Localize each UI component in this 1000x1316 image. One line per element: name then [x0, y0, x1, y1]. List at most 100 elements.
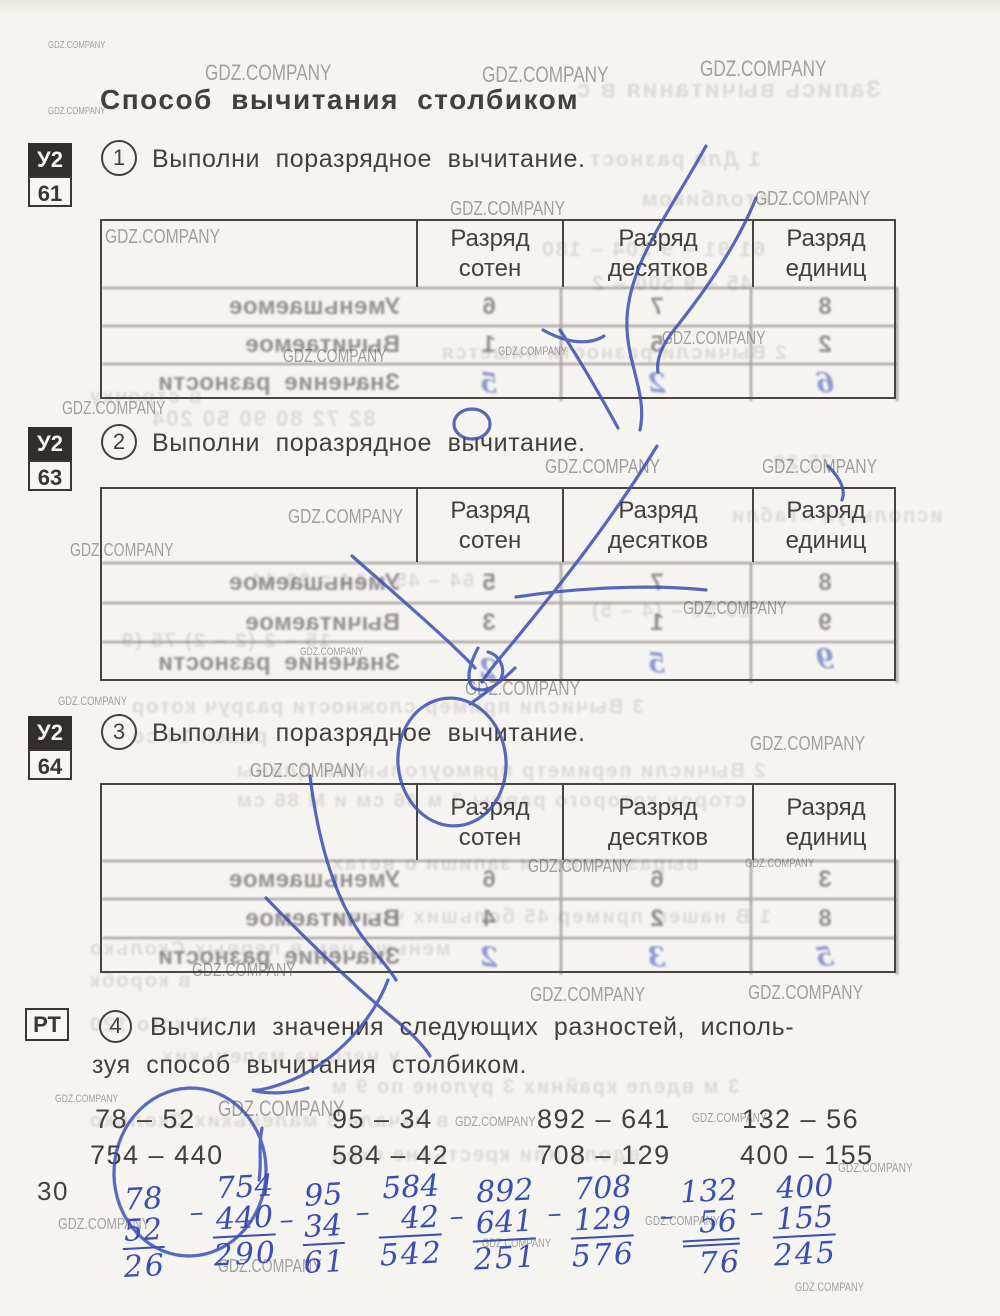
col-header-hundreds: Разряд сотен — [416, 221, 562, 287]
watermark: GDZ.COMPANY — [218, 1256, 322, 1276]
row-label-difference: Значение разности — [102, 363, 416, 401]
margin-badge-u2-61: У2 61 — [28, 143, 72, 207]
watermark: GDZ.COMPANY — [450, 198, 565, 220]
row-label-minuend: Уменьшаемое — [102, 562, 416, 602]
col-header-tens: Разряд десятков — [562, 489, 752, 562]
watermark: GDZ.COMPANY — [70, 540, 174, 560]
watermark: GDZ.COMPANY — [48, 40, 106, 51]
minus-sign: – — [354, 1195, 371, 1229]
minus-sign: – — [188, 1195, 205, 1229]
minuend-tens: 7 — [562, 287, 752, 325]
row-label-minuend: Уменьшаемое — [102, 860, 416, 898]
stray-printed-30: 30 — [37, 1176, 69, 1206]
row-label-subtrahend: Вычитаемое — [102, 898, 416, 937]
col-header-tens: Разряд десятков — [562, 221, 752, 287]
minus-sign: – — [546, 1196, 563, 1230]
minus-sign: – — [748, 1195, 765, 1229]
badge-tag: У2 — [28, 427, 72, 460]
badge-tag: РТ — [25, 1008, 69, 1041]
exercise-3-number: 3 — [101, 714, 137, 750]
watermark: GDZ.COMPANY — [795, 1280, 864, 1294]
table-corner-cell — [102, 489, 416, 562]
problem-132-56: 132 – 56 — [742, 1104, 860, 1134]
subtrahend-hundreds: 3 — [416, 602, 562, 641]
problem-892-641: 892 – 641 — [537, 1104, 671, 1134]
badge-number: 61 — [28, 176, 72, 207]
watermark: GDZ.COMPANY — [762, 456, 877, 478]
exercise-2-text: Выполни поразрядное вычитание. — [152, 429, 586, 457]
subtrahend-hundreds: 1 — [416, 325, 562, 363]
watermark: GDZ.COMPANY — [218, 1096, 345, 1121]
watermark: GDZ.COMPANY — [748, 982, 863, 1004]
watermark: GDZ.COMPANY — [105, 226, 220, 248]
subtrahend-tens: 1 — [562, 602, 752, 641]
difference-tens: 2 — [562, 363, 752, 401]
subtrahend-hundreds: 4 — [416, 898, 562, 937]
minuend-hundreds: 6 — [416, 860, 562, 898]
badge-tag: У2 — [28, 716, 72, 749]
difference-hundreds: 2 — [416, 937, 562, 975]
watermark: GDZ.COMPANY — [250, 760, 365, 782]
watermark: GDZ.COMPANY — [530, 984, 645, 1006]
minus-sign: – — [448, 1199, 465, 1233]
working-754-440: – 754 440 290 — [188, 1168, 278, 1274]
row-label-difference: Значение разности — [102, 641, 416, 683]
place-value-table-1: Разряд сотен Разряд десятков Разряд единиц … — [100, 219, 898, 401]
watermark: GDZ.COMPANY — [700, 56, 827, 81]
working-892-641: – 892 641 251 — [448, 1172, 538, 1278]
watermark: GDZ.COMPANY — [288, 506, 403, 528]
difference-tens: 5 — [562, 641, 752, 683]
badge-tag: У2 — [28, 143, 72, 176]
place-value-table-2: Разряд сотен Разряд десятков Разряд единиц … — [100, 487, 898, 686]
problem-754-440: 754 – 440 — [90, 1140, 224, 1170]
col-header-units: Разряд единиц — [752, 489, 898, 562]
difference-units: 9 — [752, 641, 898, 683]
problem-708-129: 708 – 129 — [537, 1140, 671, 1170]
difference-tens: 3 — [562, 937, 752, 975]
difference-hundreds: 5 — [416, 363, 562, 401]
row-label-minuend: Уменьшаемое — [102, 287, 416, 325]
col-header-hundreds: Разряд сотен — [416, 489, 562, 562]
working-95-34: – 95 34 61 — [278, 1176, 347, 1282]
watermark: GDZ.COMPANY — [58, 694, 127, 708]
row-label-subtrahend: Вычитаемое — [102, 602, 416, 641]
minuend-units: 3 — [752, 860, 898, 898]
watermark: GDZ.COMPANY — [205, 60, 332, 85]
watermark: GDZ.COMPANY — [48, 106, 106, 117]
watermark: GDZ.COMPANY — [300, 646, 364, 658]
working-78-52: 78 52 26 — [121, 1180, 167, 1286]
subtrahend-tens: 5 — [562, 325, 752, 363]
exercise-2-number: 2 — [101, 424, 137, 460]
working-132-56: – 132 56 76 — [658, 1172, 743, 1282]
table-corner-cell — [102, 221, 416, 287]
exercise-4-text-line1: Вычисли значения следующих разностей, ис… — [150, 1013, 795, 1041]
minus-sign: – — [278, 1202, 295, 1237]
difference-hundreds: 2 — [416, 641, 562, 686]
minuend-tens: 7 — [562, 562, 752, 602]
row-label-subtrahend: Вычитаемое — [102, 325, 416, 363]
watermark: GDZ.COMPANY — [838, 1160, 913, 1175]
bleedthrough-text: 1 Для разност — [588, 148, 761, 171]
watermark: GDZ.COMPANY — [545, 456, 660, 478]
watermark: GDZ.COMPANY — [645, 1213, 720, 1228]
bleedthrough-text: столбиком — [640, 188, 770, 211]
watermark: GDZ.COMPANY — [528, 856, 632, 876]
watermark: GDZ.COMPANY — [283, 346, 387, 366]
col-header-hundreds: Разряд сотен — [416, 785, 562, 860]
working-400-155: – 400 155 245 — [748, 1168, 838, 1274]
col-header-units: Разряд единиц — [752, 221, 898, 287]
watermark: GDZ.COMPANY — [55, 1093, 119, 1105]
minuend-units: 8 — [752, 287, 898, 325]
watermark: GDZ.COMPANY — [498, 344, 567, 358]
subtrahend-tens: 2 — [562, 898, 752, 937]
working-584-42: – 584 42 542 — [354, 1168, 444, 1274]
problem-78-52: 78 – 52 — [95, 1104, 196, 1134]
row-label-difference: Значение разности — [102, 937, 416, 975]
minuend-units: 8 — [752, 562, 898, 602]
margin-badge-u2-64: У2 64 — [28, 716, 72, 780]
watermark: GDZ.COMPANY — [455, 1113, 536, 1129]
minuend-hundreds: 6 — [416, 287, 562, 325]
exercise-1-number: 1 — [101, 140, 137, 176]
table-corner-cell — [102, 785, 416, 860]
subtrahend-units: 2 — [752, 325, 898, 363]
